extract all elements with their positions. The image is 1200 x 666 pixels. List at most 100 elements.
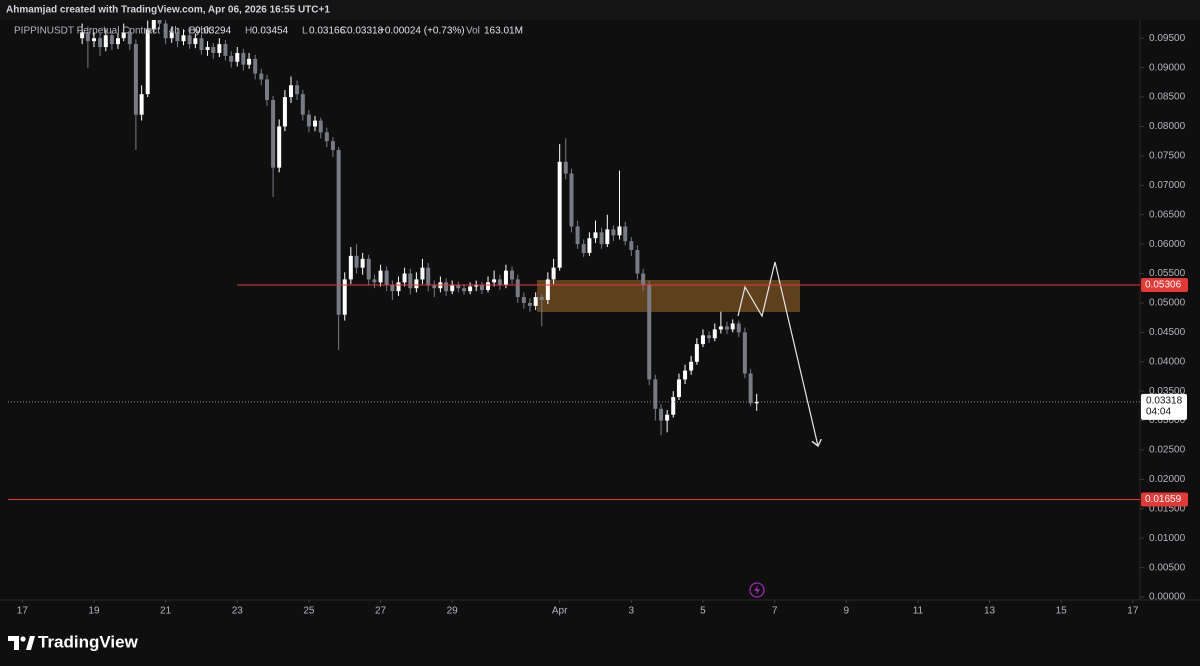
candle-body — [211, 47, 216, 53]
candle-body — [402, 273, 407, 283]
y-tick-label: 0.07500 — [1149, 151, 1186, 162]
level-label: 0.01659 — [1145, 494, 1182, 505]
level-label: 0.05306 — [1145, 280, 1182, 291]
x-tick-label: 29 — [447, 606, 459, 617]
candle-body — [366, 258, 371, 280]
x-tick-label: 17 — [1127, 606, 1139, 617]
y-tick-label: 0.04000 — [1149, 356, 1186, 367]
candle-body — [223, 44, 228, 56]
candle-body — [736, 323, 741, 333]
volume-key: Vol — [466, 26, 480, 37]
legend-key: C — [340, 26, 347, 37]
x-tick-label: 25 — [303, 606, 315, 617]
candle-body — [253, 58, 258, 74]
symbol-label: PIPPINUSDT Perpetual Contract · 4h · Byb… — [14, 26, 211, 37]
candle-body — [205, 47, 210, 50]
candle-body — [665, 414, 670, 421]
candle-body — [689, 361, 694, 371]
lightning-icon — [749, 582, 765, 598]
candle-body — [503, 270, 508, 286]
x-tick-label: 9 — [843, 606, 849, 617]
candle-body — [623, 226, 628, 242]
candle-body — [169, 32, 174, 39]
y-tick-label: 0.05000 — [1149, 298, 1186, 309]
brand-name: TradingView — [38, 632, 139, 651]
y-tick-label: 0.06000 — [1149, 239, 1186, 250]
candle-body — [593, 232, 598, 239]
candle-body — [581, 244, 586, 253]
candle-body — [187, 35, 192, 45]
y-tick-label: 0.02500 — [1149, 445, 1186, 456]
candle-body — [306, 114, 311, 127]
candle-body — [348, 255, 353, 280]
candle-body — [653, 379, 658, 409]
candle-body — [103, 35, 108, 48]
candle-body — [647, 285, 652, 380]
candle-body — [151, 20, 156, 30]
candle-body — [569, 173, 574, 227]
candle-body — [98, 38, 103, 48]
level-label-bg — [1141, 277, 1188, 292]
candle-body — [641, 273, 646, 286]
candle-body — [277, 126, 282, 168]
candle-body — [712, 329, 717, 339]
legend-key: L — [302, 26, 308, 37]
candle-body — [742, 332, 747, 374]
y-tick-label: 0.01000 — [1149, 533, 1186, 544]
candle-body — [271, 100, 276, 168]
candle-body — [683, 370, 688, 380]
last-price-label: 0.03318 — [1146, 396, 1183, 407]
candle-body — [318, 120, 323, 133]
candle-body — [533, 297, 538, 306]
candle-body — [563, 161, 568, 174]
candle-body — [605, 229, 610, 245]
candle-body — [259, 73, 264, 80]
y-tick-label: 0.03500 — [1149, 386, 1186, 397]
legend-value: 0.03294 — [195, 26, 232, 37]
countdown-label: 04:04 — [1146, 407, 1171, 418]
candle-body — [730, 323, 735, 330]
legend-value: 0.03318 — [347, 26, 384, 37]
candle-body — [748, 373, 753, 404]
candle-body — [372, 279, 377, 283]
candle-body — [235, 52, 240, 62]
candle-body — [264, 79, 269, 100]
candle-body — [754, 401, 759, 404]
candle-body — [217, 44, 222, 53]
candle-body — [115, 38, 120, 45]
candle-body — [587, 238, 592, 253]
candle-body — [384, 270, 389, 286]
y-tick-label: 0.02000 — [1149, 474, 1186, 485]
candle-body — [163, 23, 168, 39]
candle-body — [629, 241, 634, 250]
candle-body — [527, 302, 532, 306]
candle-body — [324, 132, 329, 142]
candle-body — [700, 335, 705, 345]
candle-body — [313, 120, 318, 127]
candle-body — [127, 32, 132, 45]
candle-body — [109, 35, 114, 45]
y-tick-label: 0.01500 — [1149, 503, 1186, 514]
legend-value: 0.03454 — [252, 26, 289, 37]
x-tick-label: 19 — [88, 606, 100, 617]
candle-body — [193, 38, 198, 45]
x-tick-label: 17 — [17, 606, 29, 617]
candle-body — [707, 335, 712, 339]
x-tick-label: 27 — [375, 606, 387, 617]
candle-body — [342, 279, 347, 315]
candle-body — [635, 250, 640, 274]
candle-body — [671, 397, 676, 415]
legend-change: +0.00024 (+0.73%) — [379, 26, 465, 37]
x-tick-label: 7 — [772, 606, 778, 617]
candle-body — [80, 32, 85, 39]
candle-body — [611, 229, 616, 236]
projection-path — [737, 261, 818, 446]
candle-body — [181, 35, 186, 42]
candle-body — [199, 38, 204, 50]
header-bar — [0, 0, 1200, 20]
y-tick-label: 0.09000 — [1149, 62, 1186, 73]
candle-body — [432, 285, 437, 289]
